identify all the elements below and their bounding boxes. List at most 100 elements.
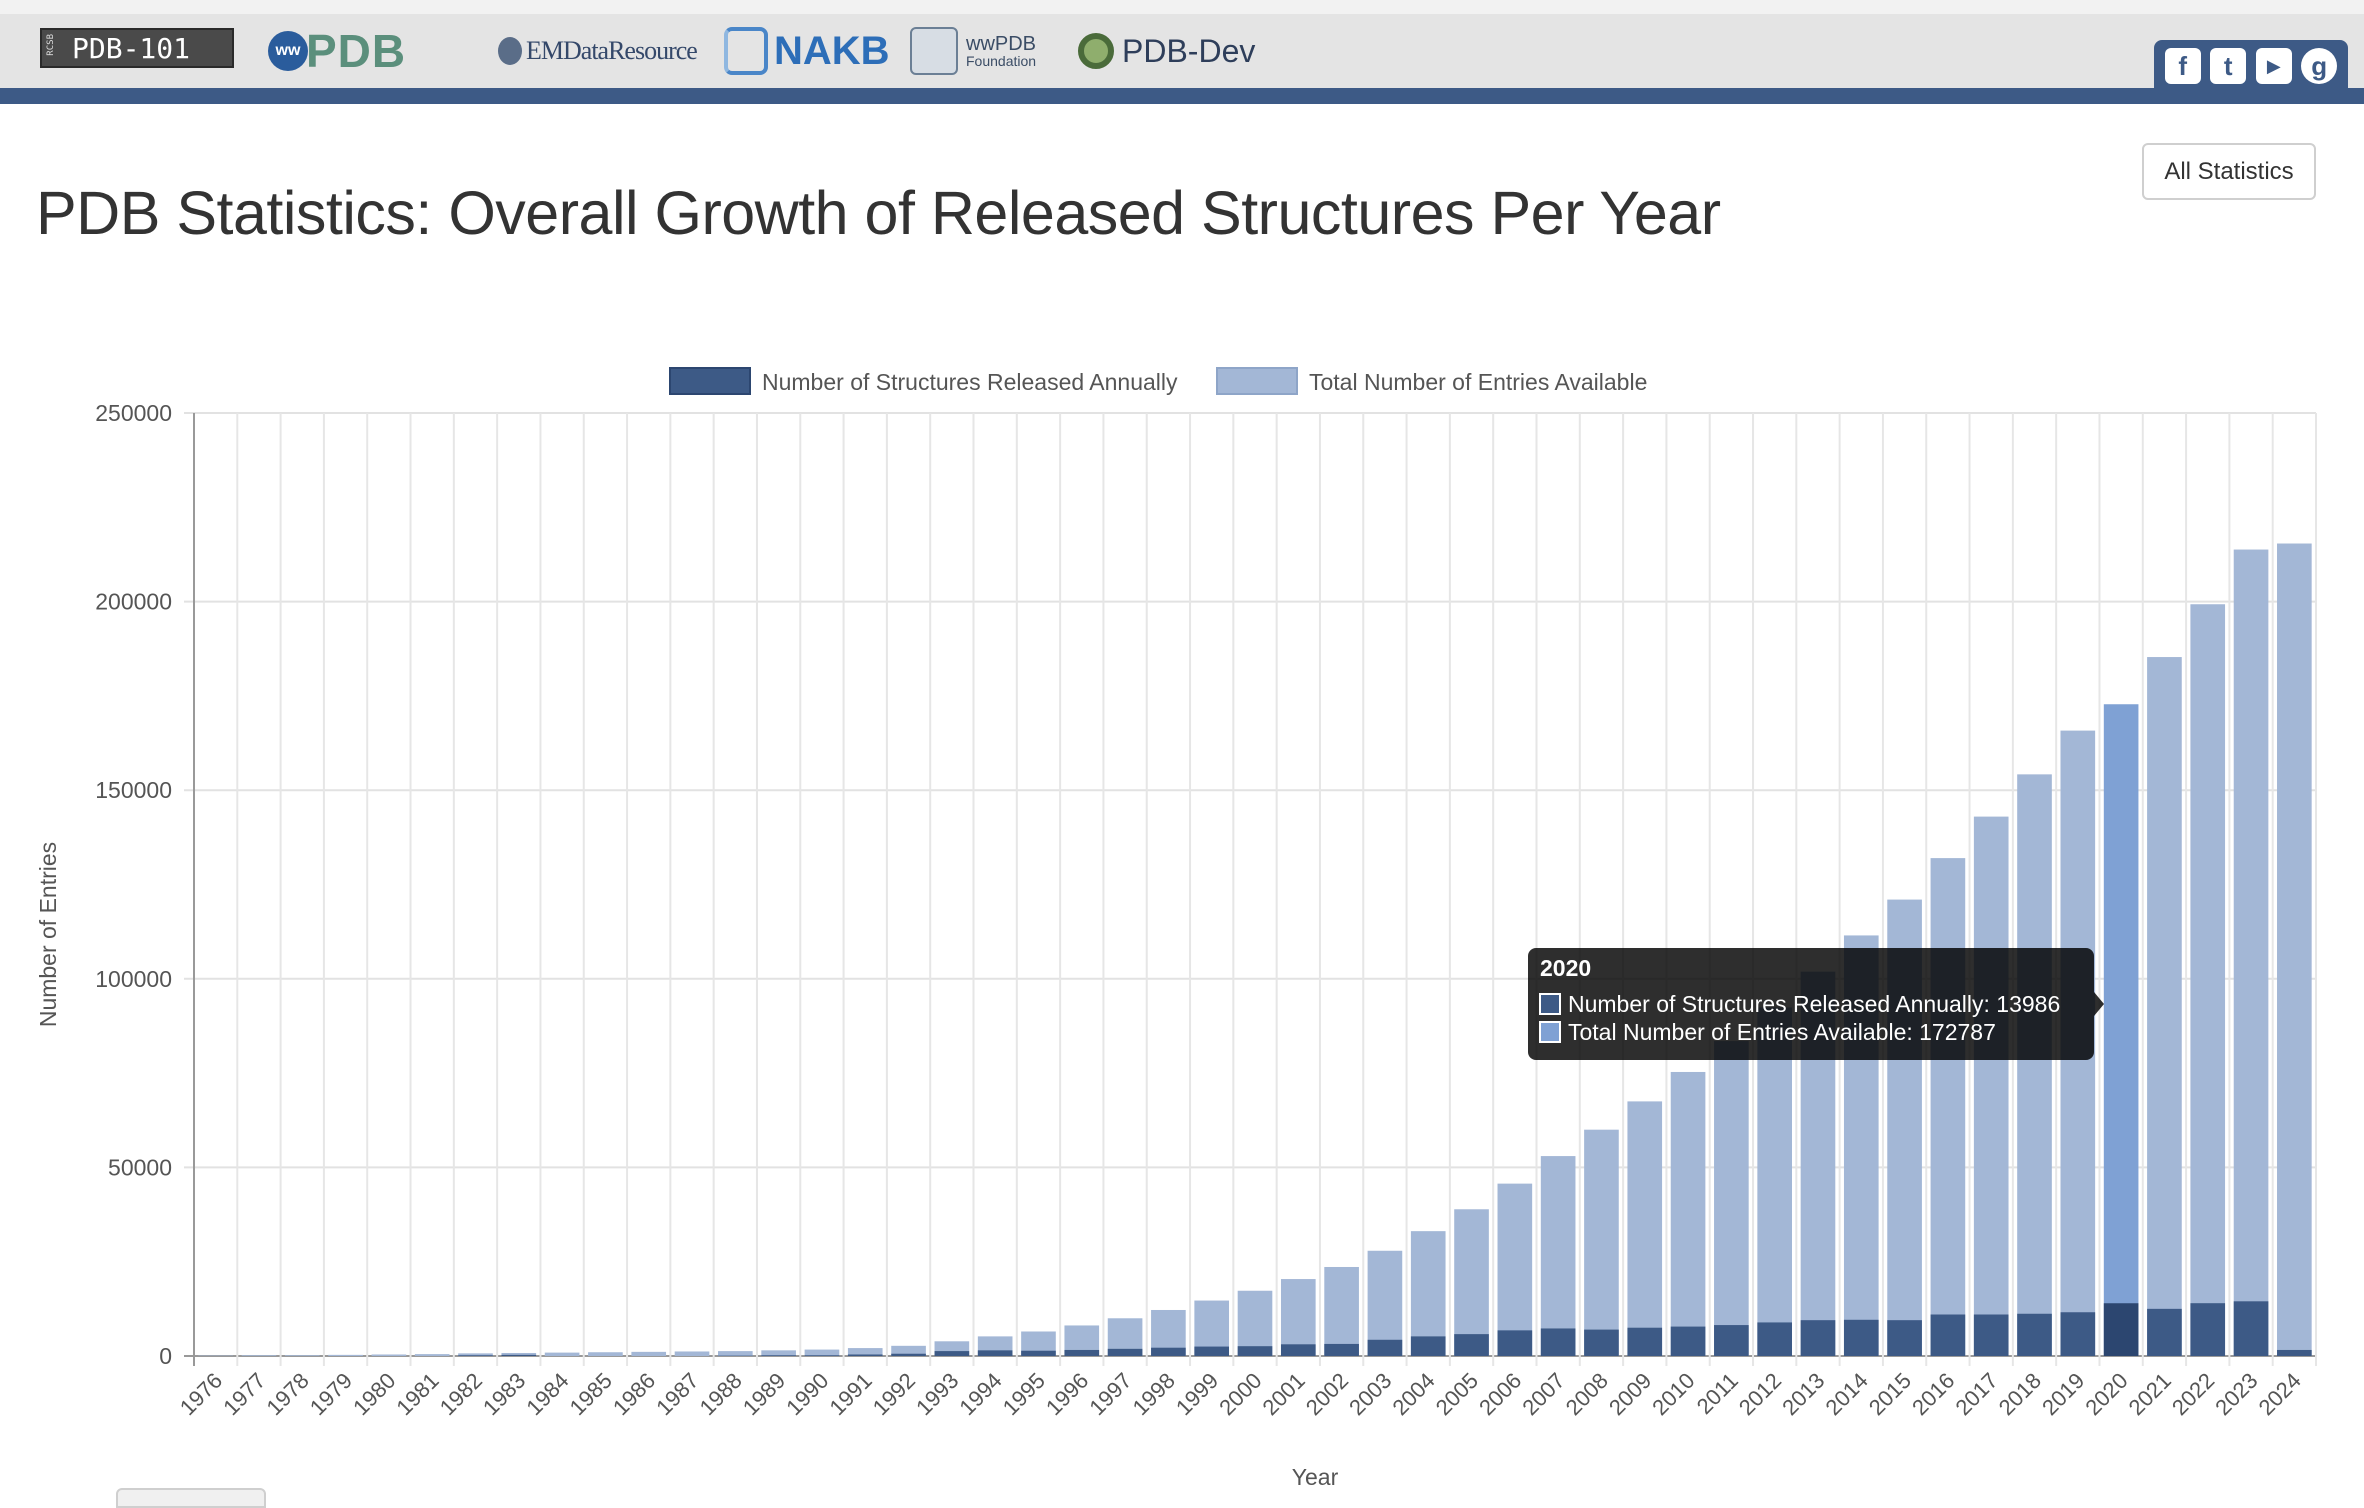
bar-total[interactable] <box>1541 1156 1576 1356</box>
bar-annual[interactable] <box>1844 1320 1879 1356</box>
bar-total[interactable] <box>2234 550 2269 1356</box>
bar-annual[interactable] <box>891 1354 926 1356</box>
bar-annual[interactable] <box>2147 1309 2182 1356</box>
x-tick-label: 2022 <box>2167 1368 2219 1420</box>
bar-total[interactable] <box>1324 1267 1359 1356</box>
bar-annual[interactable] <box>2234 1301 2269 1356</box>
bar-total[interactable] <box>1974 817 2009 1356</box>
x-tick-label: 2006 <box>1474 1368 1526 1420</box>
bar-total[interactable] <box>2190 604 2225 1356</box>
bar-annual[interactable] <box>1541 1328 1576 1356</box>
bar-annual[interactable] <box>1584 1330 1619 1356</box>
github-icon[interactable]: g <box>2301 48 2337 84</box>
x-tick-label: 1980 <box>348 1368 400 1420</box>
bar-annual[interactable] <box>1368 1340 1403 1356</box>
bar-total[interactable] <box>1498 1184 1533 1356</box>
bar-total[interactable] <box>718 1351 753 1356</box>
bar-total[interactable] <box>372 1354 407 1356</box>
bar-annual[interactable] <box>458 1355 493 1356</box>
x-tick-label: 1981 <box>391 1368 443 1420</box>
bar-total[interactable] <box>242 1355 277 1356</box>
bar-annual[interactable] <box>1801 1320 1836 1356</box>
bar-total[interactable] <box>1584 1130 1619 1356</box>
y-axis-title: Number of Entries <box>35 842 61 1027</box>
bar-total[interactable] <box>1454 1209 1489 1356</box>
wwpdb-logo-text: PDB <box>306 24 406 78</box>
bar-total[interactable] <box>761 1350 796 1356</box>
bar-annual[interactable] <box>2190 1303 2225 1356</box>
x-tick-label: 2017 <box>1950 1368 2002 1420</box>
bar-annual[interactable] <box>1411 1336 1446 1356</box>
bar-total[interactable] <box>2017 774 2052 1356</box>
x-tick-label: 1997 <box>1084 1368 1136 1420</box>
bar-total[interactable] <box>328 1355 363 1356</box>
x-tick-label: 2011 <box>1692 1368 1743 1419</box>
bar-annual[interactable] <box>1064 1350 1099 1356</box>
emdataresource-logo[interactable]: EMDataResource <box>498 14 697 88</box>
x-tick-label: 2008 <box>1561 1368 1613 1420</box>
bar-total[interactable] <box>1931 858 1966 1356</box>
bar-total[interactable] <box>2277 544 2312 1356</box>
bar-annual[interactable] <box>978 1350 1013 1356</box>
bar-annual[interactable] <box>1454 1334 1489 1356</box>
bar-annual[interactable] <box>2277 1350 2312 1356</box>
x-tick-label: 2000 <box>1214 1368 1266 1420</box>
bar-total[interactable] <box>415 1354 450 1356</box>
bar-annual[interactable] <box>2104 1303 2139 1356</box>
bar-annual[interactable] <box>1671 1327 1706 1356</box>
bar-total[interactable] <box>1627 1101 1662 1356</box>
pdbdev-logo[interactable]: PDB-Dev <box>1078 14 1255 88</box>
twitter-icon[interactable]: t <box>2210 48 2246 84</box>
bar-annual[interactable] <box>1757 1322 1792 1356</box>
x-tick-label: 1992 <box>868 1368 920 1420</box>
nakb-logo[interactable]: NAKB <box>724 14 890 88</box>
bar-annual[interactable] <box>1194 1347 1229 1356</box>
facebook-icon[interactable]: f <box>2165 48 2201 84</box>
bar-total[interactable] <box>2104 704 2139 1356</box>
all-statistics-button[interactable]: All Statistics <box>2142 143 2316 200</box>
bar-annual[interactable] <box>501 1355 536 1356</box>
bottom-button[interactable] <box>116 1488 266 1508</box>
youtube-icon[interactable]: ▶ <box>2256 48 2292 84</box>
bar-annual[interactable] <box>848 1354 883 1356</box>
x-tick-label: 2014 <box>1821 1368 1873 1420</box>
bar-annual[interactable] <box>1281 1344 1316 1356</box>
x-tick-label: 1983 <box>478 1368 530 1420</box>
bar-annual[interactable] <box>2060 1312 2095 1356</box>
bar-annual[interactable] <box>1931 1315 1966 1356</box>
bar-annual[interactable] <box>1324 1344 1359 1356</box>
bar-total[interactable] <box>675 1351 710 1356</box>
x-tick-label: 1982 <box>435 1368 487 1420</box>
bar-total[interactable] <box>1671 1072 1706 1356</box>
bar-annual[interactable] <box>2017 1314 2052 1356</box>
pdb101-logo[interactable]: RCSB PDB-101 <box>40 28 234 68</box>
bar-total[interactable] <box>805 1350 840 1356</box>
x-tick-label: 1978 <box>262 1368 314 1420</box>
bar-total[interactable] <box>2147 657 2182 1356</box>
bar-annual[interactable] <box>1021 1351 1056 1356</box>
bar-annual[interactable] <box>1238 1346 1273 1356</box>
bar-annual[interactable] <box>1974 1315 2009 1356</box>
wwpdb-globe-icon: ww <box>268 31 308 71</box>
x-tick-label: 1976 <box>175 1368 227 1420</box>
legend-swatch-annual <box>670 368 750 394</box>
foundation-text-line1: wwPDB <box>966 34 1036 54</box>
bar-annual[interactable] <box>1498 1330 1533 1356</box>
wwpdb-foundation-logo[interactable]: wwPDB Foundation <box>910 14 1036 88</box>
bar-annual[interactable] <box>761 1355 796 1356</box>
x-tick-label: 1990 <box>781 1368 833 1420</box>
bar-annual[interactable] <box>1151 1348 1186 1356</box>
legend-label-total: Total Number of Entries Available <box>1309 369 1647 395</box>
bar-annual[interactable] <box>1714 1325 1749 1356</box>
wwpdb-logo[interactable]: ww PDB <box>268 14 406 88</box>
bar-annual[interactable] <box>1887 1320 1922 1356</box>
bar-total[interactable] <box>588 1352 623 1356</box>
bar-total[interactable] <box>1714 1041 1749 1356</box>
bar-total[interactable] <box>545 1353 580 1356</box>
bar-annual[interactable] <box>1108 1349 1143 1356</box>
bar-total[interactable] <box>285 1355 320 1356</box>
bar-annual[interactable] <box>805 1355 840 1356</box>
bar-total[interactable] <box>631 1352 666 1356</box>
bar-annual[interactable] <box>935 1351 970 1356</box>
bar-annual[interactable] <box>1627 1328 1662 1356</box>
